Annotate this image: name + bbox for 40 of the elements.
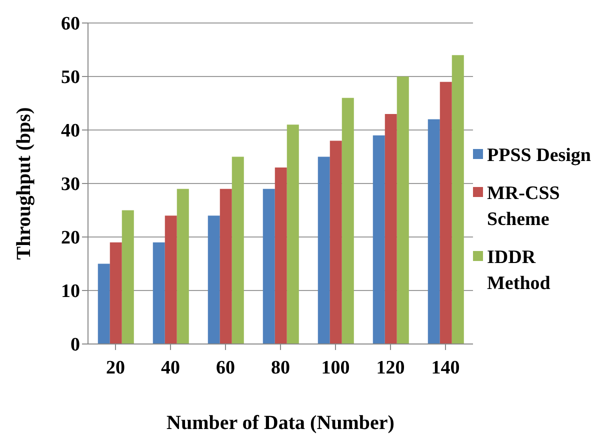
x-tick-label: 120 xyxy=(376,357,405,378)
bar xyxy=(98,264,110,344)
bar xyxy=(396,76,409,344)
bar xyxy=(428,119,440,344)
x-axis-title: Number of Data (Number) xyxy=(166,412,394,434)
bar xyxy=(232,156,244,344)
bar xyxy=(330,140,342,344)
bar xyxy=(152,242,165,344)
bar xyxy=(176,188,189,344)
x-tick-label: 80 xyxy=(271,357,290,378)
bar xyxy=(164,216,177,344)
x-tick-label: 20 xyxy=(106,357,125,378)
bar xyxy=(342,98,354,344)
bar xyxy=(262,188,275,344)
bar xyxy=(220,188,232,344)
bar xyxy=(318,156,330,344)
x-tick-label: 140 xyxy=(431,357,460,378)
y-tick-label: 40 xyxy=(61,120,80,142)
legend-label: IDDR Method xyxy=(487,246,552,296)
y-tick-label: 60 xyxy=(61,14,80,35)
y-tick-label: 30 xyxy=(61,174,80,196)
y-tick-label: 50 xyxy=(61,67,80,88)
bar xyxy=(110,242,122,344)
bar xyxy=(122,210,134,344)
x-tick-label: 100 xyxy=(321,357,350,378)
y-axis-title: Throughput (bps) xyxy=(13,107,36,260)
bar xyxy=(452,55,464,344)
bar xyxy=(372,135,385,344)
y-tick-label: 10 xyxy=(61,281,80,302)
y-tick-label: 0 xyxy=(70,334,80,356)
legend-label: MR-CSS Scheme xyxy=(487,182,561,232)
x-tick-label: 40 xyxy=(161,357,180,378)
bar xyxy=(208,216,220,344)
bar xyxy=(384,114,397,344)
bar xyxy=(274,167,287,344)
legend-label: PPSS Design xyxy=(487,144,591,168)
x-tick-label: 60 xyxy=(216,357,235,378)
y-tick-label: 20 xyxy=(61,228,80,249)
bar xyxy=(440,82,452,344)
bar xyxy=(286,124,299,344)
